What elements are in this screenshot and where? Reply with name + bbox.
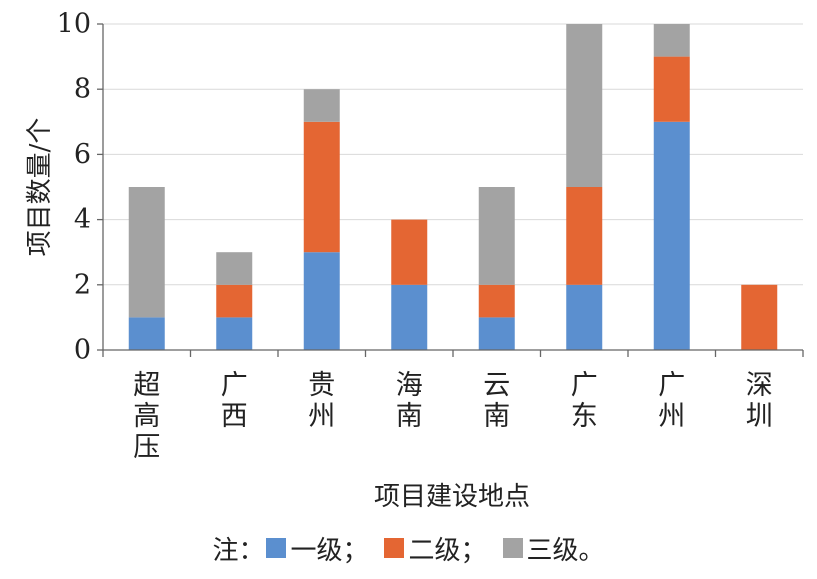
legend-separator: ； (342, 535, 369, 566)
bar-segment-3 (216, 252, 253, 285)
bar-segment-3 (128, 187, 165, 318)
x-category-label: 深圳 (746, 370, 773, 432)
legend-suffix: 。 (578, 535, 605, 566)
y-tick-label: 6 (74, 139, 91, 170)
bar-segment-1 (128, 317, 165, 350)
bar-segment-2 (391, 219, 428, 285)
x-category-label: 广州 (658, 370, 685, 432)
bar-segment-1 (478, 317, 515, 350)
y-axis-title: 项目数量/个 (25, 118, 55, 257)
bar-segment-2 (216, 284, 253, 318)
y-tick-label: 8 (74, 74, 91, 105)
bar-segment-1 (391, 284, 428, 350)
legend-label-level-3: 三级 (526, 535, 579, 566)
y-tick-label: 2 (74, 269, 91, 300)
y-tick-label: 4 (74, 204, 91, 235)
bar-segment-1 (303, 252, 340, 350)
bar-segment-2 (303, 121, 340, 253)
legend-label-level-2: 二级 (408, 535, 461, 566)
y-tick-labels: 0 2 4 6 8 10 (57, 9, 91, 366)
legend-prefix: 注： (212, 535, 265, 566)
bar-segment-3 (303, 89, 340, 122)
y-tick-label: 0 (74, 335, 91, 366)
axes (97, 23, 804, 357)
legend-separator: ； (460, 535, 487, 566)
x-category-label: 广东 (571, 370, 598, 432)
x-category-label: 贵州 (308, 370, 335, 432)
x-axis-title: 项目建设地点 (374, 482, 530, 512)
gridlines (103, 23, 803, 286)
y-tick-label: 10 (57, 9, 91, 40)
x-category-label: 超高压 (133, 370, 160, 463)
legend-label-level-1: 一级 (290, 535, 343, 566)
bar-segment-2 (566, 187, 603, 285)
x-category-label: 广西 (221, 370, 248, 432)
bar-segment-2 (741, 284, 778, 350)
bar-segment-1 (566, 284, 603, 350)
bar-segment-3 (478, 187, 515, 285)
legend: 注： 一级 ； 二级 ； 三级 。 (0, 528, 817, 568)
bar-segment-3 (566, 24, 603, 187)
bar-segment-1 (653, 121, 690, 350)
x-category-label: 云南 (483, 370, 510, 432)
bar-segment-2 (653, 56, 690, 122)
bars (128, 24, 778, 350)
legend-swatch-level-2 (384, 538, 405, 558)
bar-segment-1 (216, 317, 253, 350)
legend-swatch-level-3 (502, 538, 523, 558)
bar-segment-3 (653, 24, 690, 57)
x-category-label: 海南 (396, 370, 423, 432)
legend-swatch-level-1 (266, 538, 287, 558)
bar-segment-2 (478, 284, 515, 318)
